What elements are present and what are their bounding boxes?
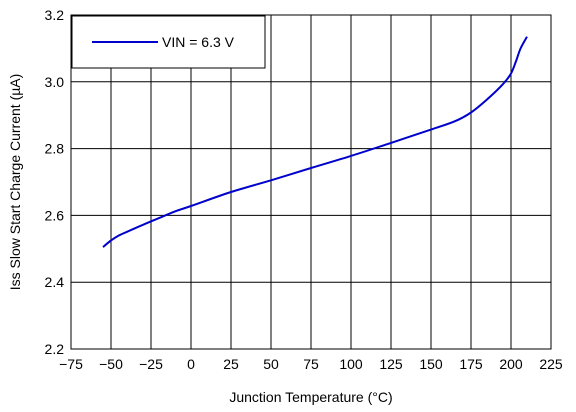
series-line — [102, 36, 528, 248]
x-tick-label: 0 — [187, 356, 195, 372]
x-tick-label: 75 — [303, 356, 319, 372]
x-tick-label: −50 — [99, 356, 123, 372]
x-tick-label: −75 — [59, 356, 83, 372]
x-tick-label: 50 — [263, 356, 279, 372]
y-tick-label: 2.2 — [45, 341, 65, 357]
y-tick-label: 2.8 — [45, 141, 65, 157]
x-tick-label: 175 — [459, 356, 483, 372]
legend-label: VIN = 6.3 V — [162, 34, 235, 50]
y-tick-label: 3.2 — [45, 7, 65, 23]
legend: VIN = 6.3 V — [71, 15, 266, 69]
x-tick-label: 25 — [223, 356, 239, 372]
y-tick-label: 2.6 — [45, 207, 65, 223]
x-tick-label: 150 — [419, 356, 443, 372]
y-tick-label: 3.0 — [45, 74, 65, 90]
x-tick-label: 225 — [539, 356, 563, 372]
plot-frame — [70, 14, 552, 350]
x-tick-label: 200 — [499, 356, 523, 372]
x-tick-labels: −75 −50 −25 0 25 50 75 100 125 150 175 200 225 — [59, 356, 563, 372]
y-tick-labels: 2.2 2.4 2.6 2.8 3.0 3.2 — [45, 7, 65, 357]
y-tick-label: 2.4 — [45, 274, 65, 290]
x-tick-label: −25 — [139, 356, 163, 372]
y-axis-label: Iss Slow Start Charge Current (µA) — [7, 74, 23, 291]
x-tick-label: 125 — [379, 356, 403, 372]
x-tick-label: 100 — [339, 356, 363, 372]
series-layer — [102, 36, 528, 248]
x-axis-label: Junction Temperature (°C) — [229, 389, 392, 405]
